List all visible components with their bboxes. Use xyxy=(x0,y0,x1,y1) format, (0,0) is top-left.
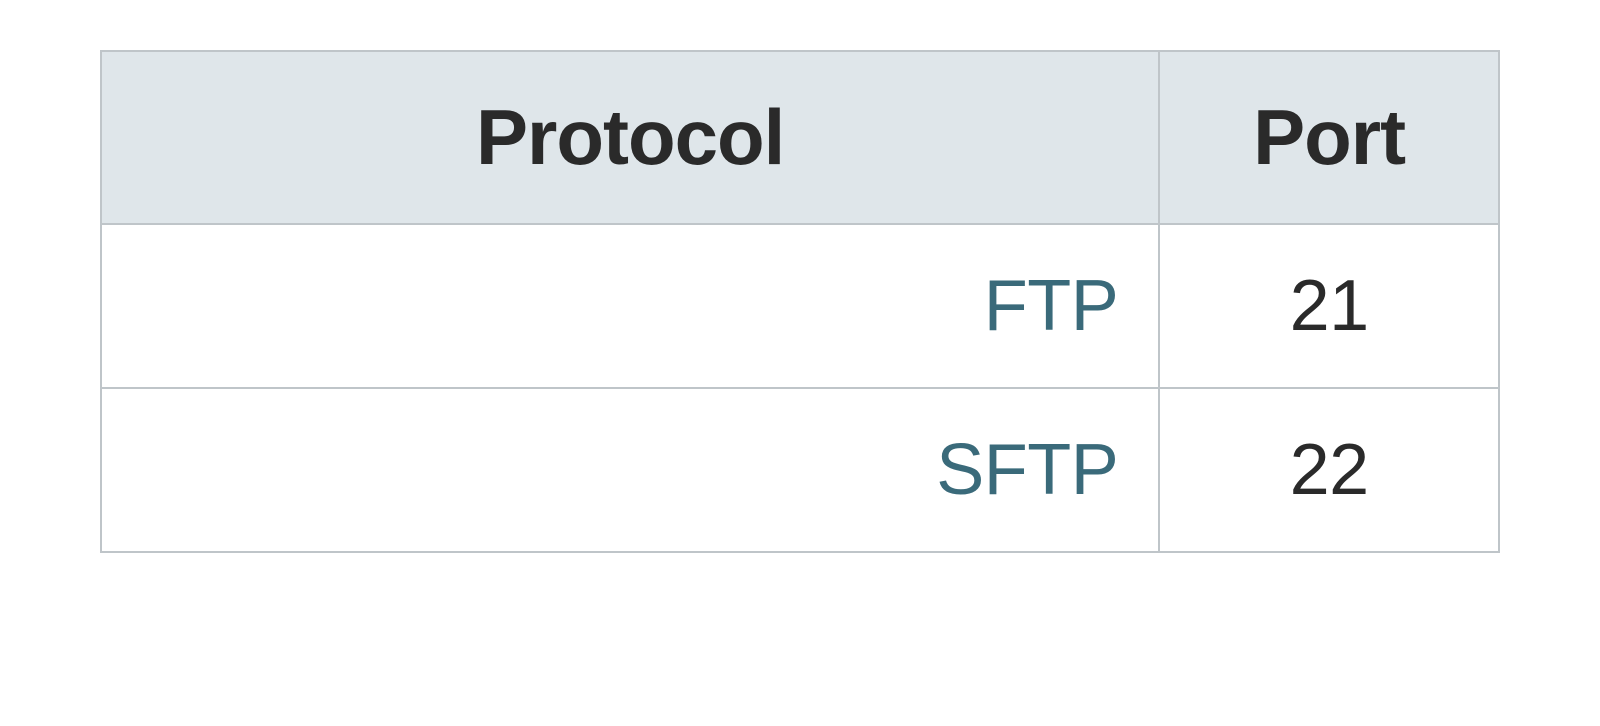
cell-port: 22 xyxy=(1159,388,1499,552)
table-row: SFTP 22 xyxy=(101,388,1499,552)
table-header-row: Protocol Port xyxy=(101,51,1499,224)
table-header-port: Port xyxy=(1159,51,1499,224)
cell-protocol: SFTP xyxy=(101,388,1159,552)
table-header-protocol: Protocol xyxy=(101,51,1159,224)
cell-protocol: FTP xyxy=(101,224,1159,388)
protocol-link-sftp[interactable]: SFTP xyxy=(936,430,1118,510)
protocol-port-table: Protocol Port FTP 21 SFTP 22 xyxy=(100,50,1500,553)
table-row: FTP 21 xyxy=(101,224,1499,388)
cell-port: 21 xyxy=(1159,224,1499,388)
protocol-link-ftp[interactable]: FTP xyxy=(984,266,1118,346)
